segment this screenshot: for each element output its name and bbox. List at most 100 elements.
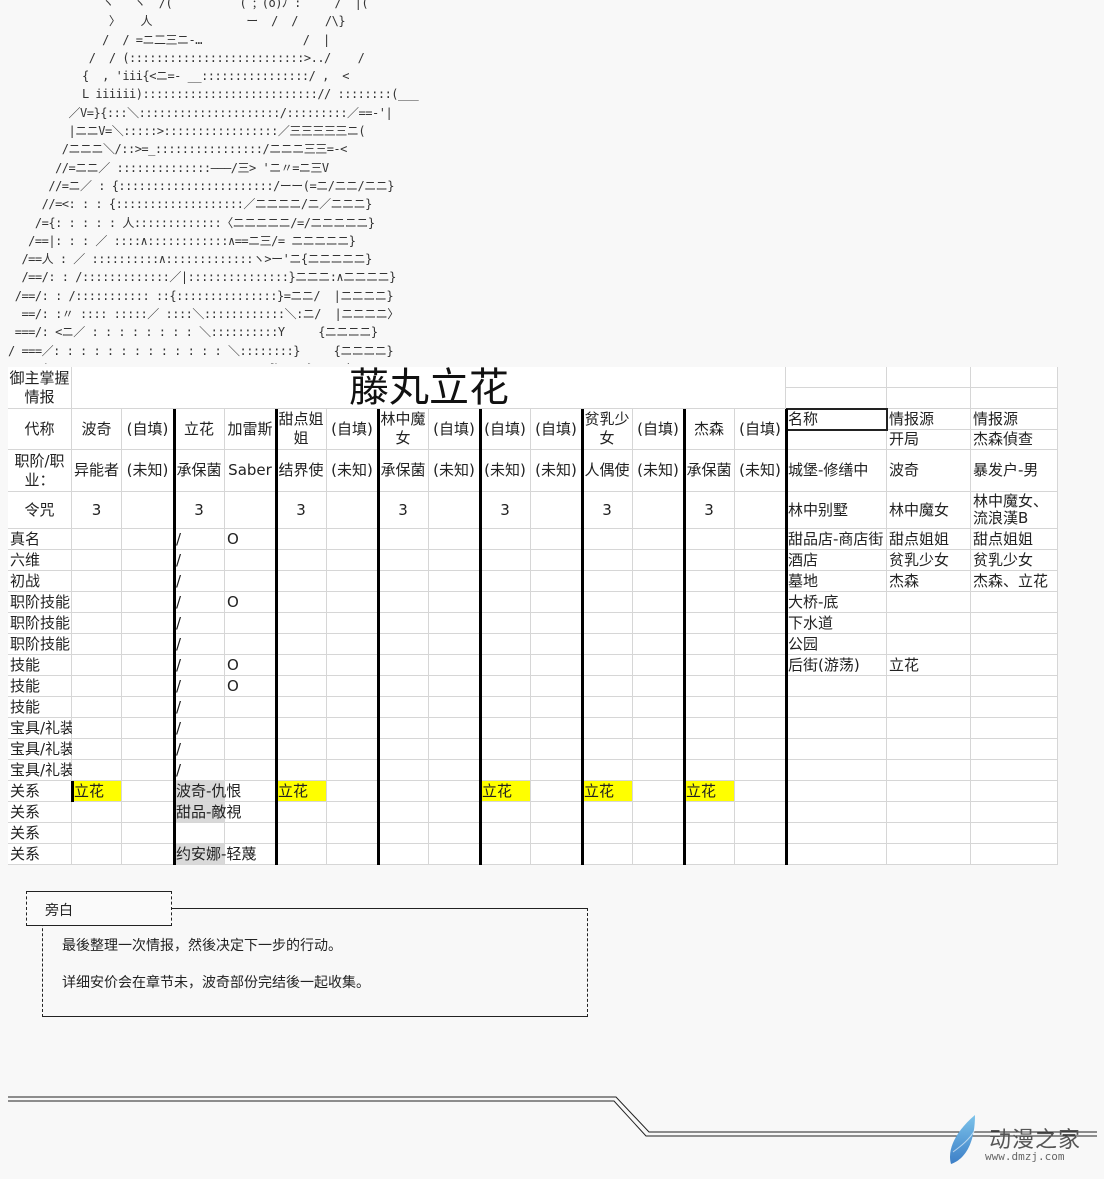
row-label[interactable]: 职阶技能 <box>8 592 72 613</box>
table-cell[interactable] <box>327 718 378 739</box>
table-cell[interactable] <box>531 802 582 823</box>
table-cell[interactable] <box>72 802 122 823</box>
table-cell[interactable] <box>429 781 480 802</box>
table-cell[interactable] <box>582 592 633 613</box>
table-cell[interactable] <box>582 739 633 760</box>
table-cell[interactable] <box>633 571 684 592</box>
table-cell[interactable] <box>72 655 122 676</box>
location-info-cell[interactable] <box>971 655 1058 676</box>
table-cell[interactable] <box>429 718 480 739</box>
table-cell[interactable]: (自填) <box>735 409 786 450</box>
table-cell[interactable] <box>633 697 684 718</box>
table-cell[interactable] <box>684 823 735 844</box>
table-cell[interactable] <box>684 592 735 613</box>
location-info-cell[interactable] <box>971 718 1058 739</box>
table-cell[interactable]: O <box>225 592 276 613</box>
table-cell[interactable]: (自填) <box>480 409 531 450</box>
table-cell[interactable] <box>225 760 276 781</box>
table-cell[interactable] <box>582 613 633 634</box>
table-cell[interactable] <box>684 802 735 823</box>
table-cell[interactable] <box>429 492 480 529</box>
table-cell[interactable]: 加雷斯 <box>225 409 276 450</box>
location-info-cell[interactable] <box>971 634 1058 655</box>
table-cell[interactable]: (自填) <box>122 409 174 450</box>
table-cell[interactable]: 3 <box>174 492 225 529</box>
table-cell[interactable]: 立花 <box>72 781 122 802</box>
table-cell[interactable] <box>684 697 735 718</box>
table-cell[interactable] <box>735 550 786 571</box>
table-cell[interactable] <box>276 802 327 823</box>
table-cell[interactable] <box>429 676 480 697</box>
table-cell[interactable] <box>327 781 378 802</box>
location-info-cell[interactable]: 甜点姐姐 <box>887 529 971 550</box>
table-cell[interactable] <box>327 655 378 676</box>
location-info-cell[interactable]: 酒店 <box>786 550 887 571</box>
row-label[interactable]: 真名 <box>8 529 72 550</box>
table-cell[interactable]: / <box>174 676 225 697</box>
table-cell[interactable]: (自填) <box>633 409 684 450</box>
table-cell[interactable] <box>684 655 735 676</box>
table-cell[interactable] <box>480 655 531 676</box>
table-cell[interactable] <box>429 760 480 781</box>
table-cell[interactable] <box>735 739 786 760</box>
table-cell[interactable] <box>122 613 174 634</box>
table-cell[interactable]: (未知) <box>480 450 531 492</box>
location-info-cell[interactable]: 林中魔女、流浪漢B <box>971 492 1058 529</box>
table-cell[interactable] <box>327 634 378 655</box>
table-cell[interactable] <box>429 802 480 823</box>
table-cell[interactable]: (未知) <box>735 450 786 492</box>
table-cell[interactable] <box>531 718 582 739</box>
location-info-cell[interactable]: 甜品店-商店街 <box>786 529 887 550</box>
table-cell[interactable] <box>122 550 174 571</box>
table-cell[interactable]: (自填) <box>531 409 582 450</box>
table-cell[interactable]: (自填) <box>429 409 480 450</box>
table-cell[interactable] <box>735 781 786 802</box>
table-cell[interactable] <box>531 823 582 844</box>
location-info-cell[interactable] <box>971 592 1058 613</box>
table-cell[interactable] <box>582 802 633 823</box>
row-label[interactable]: 宝具/礼装 <box>8 718 75 739</box>
table-cell[interactable] <box>72 844 122 865</box>
table-cell[interactable]: / <box>174 529 225 550</box>
table-cell[interactable] <box>684 550 735 571</box>
table-cell[interactable] <box>684 529 735 550</box>
table-cell[interactable] <box>531 571 582 592</box>
row-label[interactable]: 技能 <box>8 655 72 676</box>
location-info-cell[interactable]: 暴发户-男 <box>971 450 1058 492</box>
location-info-cell[interactable] <box>971 781 1058 802</box>
location-info-cell[interactable] <box>971 802 1058 823</box>
location-info-cell[interactable]: 公园 <box>786 634 887 655</box>
location-info-cell[interactable]: 林中别墅 <box>786 492 887 529</box>
location-info-cell[interactable] <box>887 592 971 613</box>
table-cell[interactable]: Saber <box>225 450 276 492</box>
row-label[interactable]: 宝具/礼装 <box>8 739 75 760</box>
table-cell[interactable] <box>276 655 327 676</box>
table-cell[interactable]: / <box>174 550 225 571</box>
location-info-cell[interactable] <box>786 781 887 802</box>
table-cell[interactable]: 杰森 <box>684 409 735 450</box>
table-cell[interactable] <box>480 592 531 613</box>
table-cell[interactable] <box>72 592 122 613</box>
location-info-cell[interactable]: 下水道 <box>786 613 887 634</box>
table-cell[interactable] <box>225 550 276 571</box>
right-subheader-cell[interactable] <box>786 430 887 450</box>
table-cell[interactable]: (未知) <box>122 450 174 492</box>
table-cell[interactable] <box>531 676 582 697</box>
table-cell[interactable] <box>378 529 429 550</box>
table-cell[interactable] <box>174 823 225 844</box>
table-cell[interactable] <box>378 676 429 697</box>
location-info-cell[interactable]: 城堡-修缮中 <box>786 450 887 492</box>
table-cell[interactable] <box>225 718 276 739</box>
table-cell[interactable] <box>633 760 684 781</box>
table-cell[interactable]: O <box>225 655 276 676</box>
table-cell[interactable] <box>72 571 122 592</box>
table-cell[interactable] <box>480 823 531 844</box>
table-cell[interactable] <box>225 492 276 529</box>
location-info-cell[interactable] <box>971 697 1058 718</box>
table-cell[interactable] <box>327 823 378 844</box>
table-cell[interactable] <box>735 592 786 613</box>
table-cell[interactable] <box>582 760 633 781</box>
table-cell[interactable]: 承保菌 <box>174 450 225 492</box>
table-cell[interactable] <box>122 739 174 760</box>
table-cell[interactable] <box>276 676 327 697</box>
